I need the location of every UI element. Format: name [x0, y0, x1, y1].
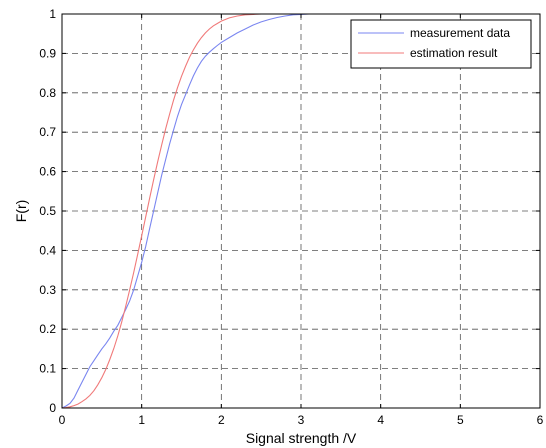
y-axis-label: F(r) [13, 200, 29, 223]
y-tick-label: 1 [49, 7, 56, 21]
y-tick-label: 0.5 [39, 204, 56, 218]
y-tick-label: 0.8 [39, 86, 56, 100]
y-tick-label: 0.2 [39, 322, 56, 336]
x-tick-label: 4 [377, 413, 384, 427]
x-tick-label: 1 [138, 413, 145, 427]
x-tick-label: 3 [298, 413, 305, 427]
y-tick-label: 0.1 [39, 362, 56, 376]
series-line-estimation [61, 13, 270, 409]
y-tick-label: 0.4 [39, 243, 56, 257]
legend: measurement data estimation result [350, 19, 532, 69]
y-tick-label: 0.3 [39, 283, 56, 297]
series-layer [61, 13, 317, 409]
y-tick-label: 0.6 [39, 165, 56, 179]
x-tick-label: 5 [457, 413, 464, 427]
y-tick-label: 0 [49, 401, 56, 415]
grid-layer [62, 14, 540, 408]
legend-box [350, 19, 532, 69]
x-axis-label: Signal strength /V [246, 430, 357, 446]
series-line-measurement [61, 13, 317, 409]
y-tick-label: 0.7 [39, 125, 56, 139]
y-tick-label: 0.9 [39, 46, 56, 60]
tick-layer: 0 1 2 3 4 5 6 0 0.1 0.2 0.3 0.4 0.5 0.6 0.7 0.8 0.9 1 [39, 7, 543, 427]
legend-label-measurement: measurement data [410, 26, 510, 40]
x-tick-label: 0 [59, 413, 66, 427]
x-tick-label: 6 [537, 413, 544, 427]
x-tick-label: 2 [218, 413, 225, 427]
legend-label-estimation: estimation result [410, 46, 498, 60]
